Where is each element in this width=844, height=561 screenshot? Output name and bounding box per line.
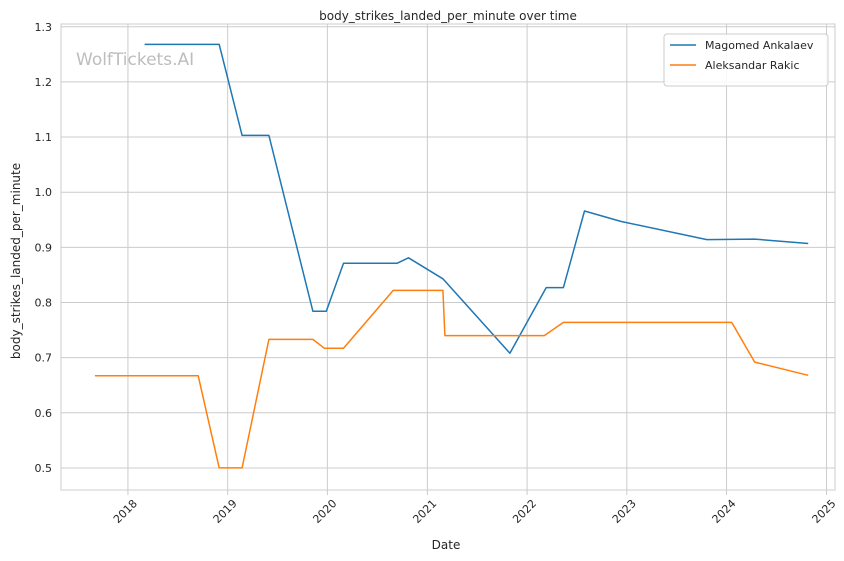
series-line-1 [94,289,809,469]
x-tick-label: 2025 [810,497,839,526]
x-tick-label: 2022 [510,497,539,526]
y-tick-label: 1.3 [35,21,53,34]
legend-label: Magomed Ankalaev [705,39,814,52]
y-tick-label: 0.5 [35,462,53,475]
grid-lines [61,24,835,490]
chart-title: body_strikes_landed_per_minute over time [319,9,577,23]
series-line-0 [144,43,809,354]
y-tick-label: 1.1 [35,131,53,144]
watermark: WolfTickets.AI [76,50,194,70]
y-tick-label: 1.2 [35,76,53,89]
y-tick-label: 0.9 [35,241,53,254]
x-tick-label: 2018 [111,497,140,526]
y-tick-label: 0.8 [35,296,53,309]
legend-box [663,33,829,87]
x-tick-label: 2021 [410,497,439,526]
y-axis-title: body_strikes_landed_per_minute [9,163,23,359]
legend-label: Aleksandar Rakic [705,59,800,72]
plot-background [61,24,835,490]
y-tick-label: 1.0 [35,186,53,199]
x-axis-ticks: 2018 2019 2020 2021 2022 2023 2024 2025 [111,490,839,526]
x-tick-label: 2019 [211,497,240,526]
legend: Magomed Ankalaev Aleksandar Rakic [663,33,829,87]
x-axis-title: Date [432,538,461,552]
x-tick-label: 2023 [610,497,639,526]
y-tick-label: 0.7 [35,352,53,365]
x-tick-label: 2020 [310,497,339,526]
y-axis-ticks: 0.5 0.6 0.7 0.8 0.9 1.0 1.1 1.2 1.3 [35,21,53,475]
y-tick-label: 0.6 [35,407,53,420]
series-lines [94,43,809,469]
plot-frame [60,23,836,491]
x-tick-label: 2024 [710,497,739,526]
